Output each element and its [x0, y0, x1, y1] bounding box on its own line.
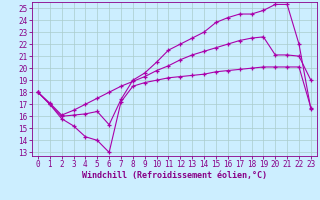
- X-axis label: Windchill (Refroidissement éolien,°C): Windchill (Refroidissement éolien,°C): [82, 171, 267, 180]
